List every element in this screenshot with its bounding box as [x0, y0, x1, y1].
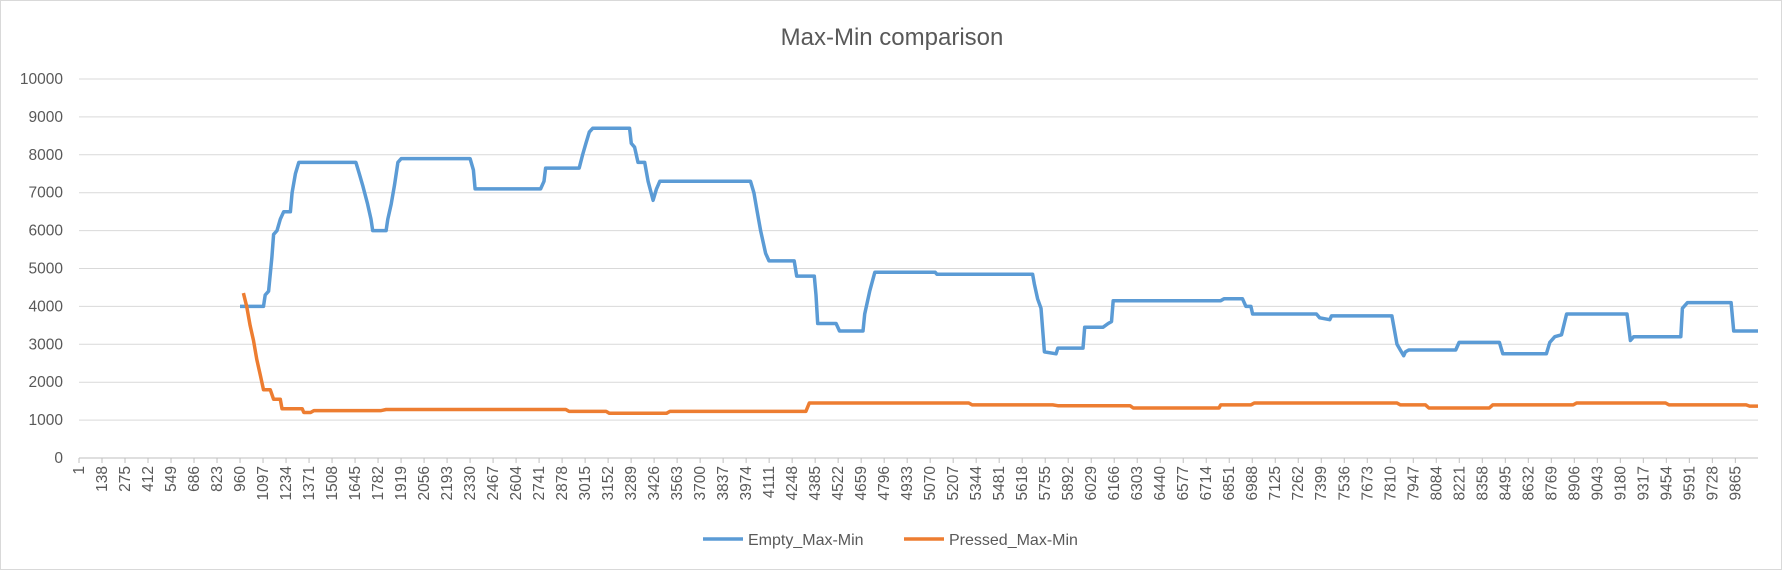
- y-tick-label: 4000: [29, 298, 64, 315]
- y-tick-label: 10000: [20, 71, 63, 88]
- x-tick-label: 5481: [991, 466, 1008, 500]
- x-tick-label: 3289: [623, 466, 640, 500]
- x-tick-label: 4111: [761, 466, 778, 498]
- y-tick-label: 6000: [29, 223, 64, 240]
- x-tick-label: 9865: [1727, 466, 1744, 500]
- x-axis-ticks: 1 138 275 412 549 686 823 960 1097 1234 1371 1508 16…: [71, 458, 1744, 500]
- x-tick-label: 7536: [1336, 466, 1353, 500]
- x-tick-label: 2193: [439, 466, 456, 500]
- x-tick-label: 4522: [830, 466, 847, 500]
- x-tick-label: 3837: [715, 466, 732, 500]
- x-tick-label: 5344: [968, 466, 985, 501]
- legend-label-pressed: Pressed_Max-Min: [949, 532, 1078, 549]
- x-tick-label: 4385: [807, 466, 824, 500]
- x-tick-label: 6988: [1244, 466, 1261, 500]
- chart-title: Max-Min comparison: [781, 24, 1004, 51]
- x-tick-label: 3974: [738, 466, 755, 501]
- y-tick-label: 5000: [29, 261, 64, 278]
- y-tick-label: 7000: [29, 185, 64, 202]
- x-tick-label: 9728: [1704, 466, 1721, 500]
- x-tick-label: 7810: [1382, 466, 1399, 501]
- x-tick-label: 8221: [1451, 466, 1468, 500]
- x-tick-label: 1097: [255, 466, 272, 500]
- x-tick-label: 7673: [1359, 466, 1376, 500]
- x-tick-label: 3015: [577, 466, 594, 500]
- x-tick-label: 9454: [1658, 466, 1675, 501]
- x-tick-label: 686: [186, 466, 203, 492]
- x-tick-label: 2467: [485, 466, 502, 500]
- x-tick-label: 4659: [853, 466, 870, 500]
- x-tick-label: 2741: [531, 466, 548, 500]
- gridlines: [79, 78, 1758, 459]
- x-tick-label: 1782: [370, 466, 387, 500]
- x-tick-label: 3563: [669, 466, 686, 500]
- x-tick-label: 2878: [554, 466, 571, 500]
- x-tick-label: 8769: [1543, 466, 1560, 500]
- x-tick-label: 3700: [692, 466, 709, 501]
- x-tick-label: 8084: [1428, 466, 1445, 501]
- x-tick-label: 6851: [1221, 466, 1238, 500]
- x-tick-label: 6714: [1198, 466, 1215, 501]
- x-tick-label: 6440: [1152, 466, 1169, 501]
- x-tick-label: 7947: [1405, 466, 1422, 500]
- x-tick-label: 8495: [1497, 466, 1514, 500]
- x-tick-label: 823: [209, 466, 226, 492]
- x-tick-label: 2056: [416, 466, 433, 500]
- x-tick-label: 5070: [922, 466, 939, 501]
- x-tick-label: 1645: [347, 466, 364, 500]
- series-lines: [240, 126, 1758, 416]
- x-tick-label: 6029: [1083, 466, 1100, 500]
- x-tick-label: 5618: [1014, 466, 1031, 500]
- x-tick-label: 9043: [1589, 466, 1606, 500]
- x-tick-label: 138: [94, 466, 111, 492]
- x-tick-label: 7399: [1313, 466, 1330, 500]
- x-tick-label: 4796: [876, 466, 893, 500]
- x-tick-label: 7125: [1267, 466, 1284, 500]
- x-tick-label: 1371: [301, 466, 318, 500]
- y-axis-ticks: 0 1000 2000 3000 4000 5000 6000 7000 8000 9000 100…: [20, 71, 63, 467]
- x-tick-label: 2330: [462, 466, 479, 501]
- x-tick-label: 9180: [1612, 466, 1629, 501]
- x-tick-label: 5892: [1060, 466, 1077, 500]
- x-tick-label: 8906: [1566, 466, 1583, 500]
- series-line-empty: [240, 126, 1758, 358]
- x-tick-label: 549: [163, 466, 180, 492]
- x-tick-label: 1919: [393, 466, 410, 500]
- x-tick-label: 2604: [508, 466, 525, 501]
- legend-label-empty: Empty_Max-Min: [748, 532, 864, 549]
- x-tick-label: 9591: [1681, 466, 1698, 500]
- series-line-pressed: [241, 292, 1758, 416]
- x-tick-label: 5755: [1037, 466, 1054, 500]
- x-tick-label: 8632: [1520, 466, 1537, 500]
- y-tick-label: 8000: [29, 147, 64, 164]
- x-tick-label: 275: [117, 466, 134, 492]
- x-tick-label: 960: [232, 466, 249, 492]
- x-tick-label: 3152: [600, 466, 617, 500]
- x-tick-label: 6166: [1106, 466, 1123, 500]
- y-tick-label: 1000: [29, 412, 64, 429]
- x-tick-label: 4248: [784, 466, 801, 500]
- x-tick-label: 5207: [945, 466, 962, 500]
- x-tick-label: 1: [71, 466, 88, 475]
- x-tick-label: 3426: [646, 466, 663, 500]
- x-tick-label: 7262: [1290, 466, 1307, 500]
- x-tick-label: 1234: [278, 466, 295, 501]
- y-tick-label: 2000: [29, 374, 64, 391]
- x-tick-label: 412: [140, 466, 157, 492]
- x-tick-label: 9317: [1635, 466, 1652, 500]
- x-tick-label: 6303: [1129, 466, 1146, 500]
- x-tick-label: 4933: [899, 466, 916, 500]
- x-tick-label: 1508: [324, 466, 341, 500]
- y-tick-label: 3000: [29, 336, 64, 353]
- y-tick-label: 0: [54, 450, 63, 467]
- y-tick-label: 9000: [29, 109, 64, 126]
- x-tick-label: 8358: [1474, 466, 1491, 500]
- legend: Empty_Max-Min Pressed_Max-Min: [703, 532, 1078, 549]
- x-tick-label: 6577: [1175, 466, 1192, 500]
